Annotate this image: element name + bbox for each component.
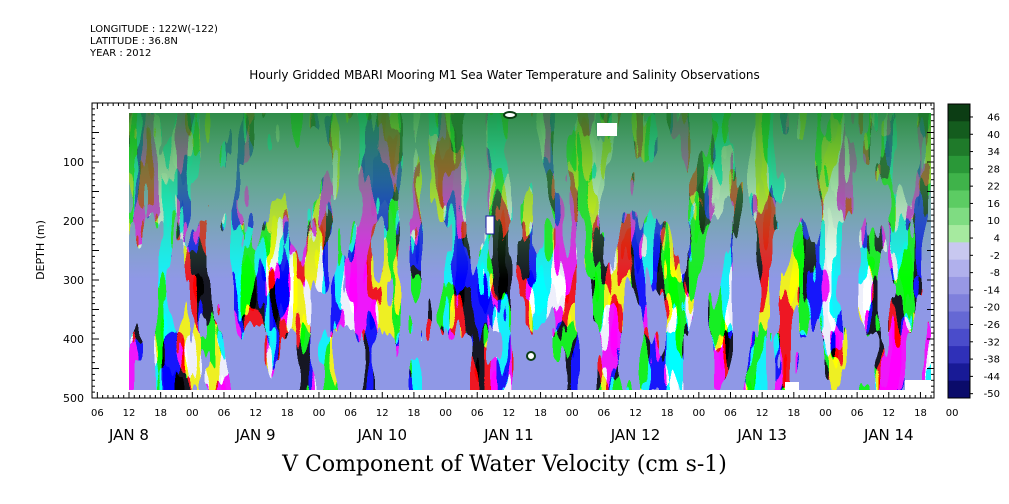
colorbar: 46 40 34 28 22 16 10 4 -2 -8 -14 -20 -26 -32 -38 -44 -50 (947, 103, 1000, 400)
x-tick-label: 00 (313, 408, 326, 419)
longitude-label: LONGITUDE : 122W(-122) (90, 24, 218, 35)
colorbar-swatch (948, 242, 970, 261)
colorbar-swatch (948, 311, 970, 330)
missing-data-patch (785, 382, 799, 390)
colorbar-swatch (948, 328, 970, 347)
colorbar-label: 34 (987, 147, 1000, 158)
colorbar-label: 40 (987, 130, 1000, 141)
x-tick-label: 12 (376, 408, 389, 419)
missing-data-patch (597, 123, 617, 136)
x-tick-label: 06 (471, 408, 484, 419)
colorbar-swatch (948, 276, 970, 295)
chart-title: Hourly Gridded MBARI Mooring M1 Sea Wate… (249, 68, 760, 82)
x-tick-label: 06 (91, 408, 104, 419)
x-tick-label: 12 (756, 408, 769, 419)
x-tick-label: 00 (439, 408, 452, 419)
y-tick-label: 400 (63, 333, 84, 346)
x-tick-label: 12 (249, 408, 262, 419)
colorbar-frame (947, 103, 971, 399)
y-tick-label: 500 (63, 392, 84, 405)
day-label: JAN 11 (483, 426, 534, 444)
x-tick-label: 18 (534, 408, 547, 419)
colorbar-label: 10 (987, 216, 1000, 227)
x-tick-label: 12 (123, 408, 136, 419)
x-tick-label: 06 (724, 408, 737, 419)
colorbar-label: 22 (987, 182, 1000, 193)
colorbar-swatch (948, 346, 970, 364)
x-tick-label: 12 (882, 408, 895, 419)
colorbar-swatch (948, 190, 970, 209)
x-tick-label: 06 (598, 408, 611, 419)
day-label: JAN 9 (235, 426, 276, 444)
y-axis: 100 200 300 400 500 (63, 102, 934, 405)
velocity-field (129, 113, 931, 390)
colorbar-label: -50 (984, 389, 1000, 400)
missing-data-patch (526, 351, 536, 361)
x-tick-label: 06 (218, 408, 231, 419)
colorbar-label: -44 (984, 372, 1000, 383)
x-tick-label: 12 (629, 408, 642, 419)
colorbar-label: -8 (990, 268, 1000, 279)
colorbar-swatch (948, 225, 970, 243)
year-label: YEAR : 2012 (90, 48, 152, 59)
colorbar-swatch (948, 294, 970, 313)
colorbar-swatch (948, 259, 970, 278)
day-label: JAN 8 (108, 426, 149, 444)
x-tick-label: 18 (914, 408, 927, 419)
colorbar-label: -38 (984, 355, 1000, 366)
y-axis-label: DEPTH (m) (34, 220, 47, 280)
colorbar-swatch (948, 207, 970, 226)
missing-data-patch (905, 380, 931, 390)
variable-title: V Component of Water Velocity (cm s-1) (282, 452, 727, 477)
y-tick-label: 100 (63, 156, 84, 169)
colorbar-label: -26 (984, 320, 1000, 331)
x-axis: 06 12 18 00 06 12 18 00 06 12 18 00 06 12 18 00 06 12 18 00… (91, 103, 958, 444)
x-tick-label: 18 (281, 408, 294, 419)
day-label: JAN 12 (610, 426, 661, 444)
day-label: JAN 14 (863, 426, 914, 444)
colorbar-label: 16 (987, 199, 1000, 210)
x-tick-label: 06 (344, 408, 357, 419)
day-label: JAN 10 (357, 426, 408, 444)
colorbar-label: -2 (990, 251, 1000, 262)
colorbar-label: -32 (984, 337, 1000, 348)
velocity-field-surface (129, 113, 931, 390)
x-tick-label: 18 (661, 408, 674, 419)
x-tick-label: 00 (186, 408, 199, 419)
missing-data-patch (485, 215, 495, 235)
x-tick-label: 00 (566, 408, 579, 419)
x-tick-label: 00 (692, 408, 705, 419)
colorbar-label: 28 (987, 164, 1000, 175)
x-tick-label: 00 (819, 408, 832, 419)
colorbar-label: 4 (994, 234, 1000, 245)
plot-area (91, 102, 935, 399)
colorbar-label: -14 (984, 285, 1000, 296)
missing-data-patch (503, 111, 517, 119)
colorbar-swatch (948, 155, 970, 174)
x-tick-label: 12 (503, 408, 516, 419)
y-tick-label: 200 (63, 215, 84, 228)
colorbar-swatch (948, 380, 970, 399)
y-tick-label: 300 (63, 274, 84, 287)
x-tick-label: 18 (787, 408, 800, 419)
colorbar-swatch (948, 363, 970, 382)
x-tick-label: 18 (154, 408, 167, 419)
colorbar-swatch (948, 121, 970, 140)
day-label: JAN 13 (736, 426, 787, 444)
colorbar-swatch (948, 173, 970, 191)
x-tick-label: 00 (946, 408, 959, 419)
colorbar-label: -20 (984, 303, 1000, 314)
latitude-label: LATITUDE : 36.8N (90, 36, 178, 47)
colorbar-label: 46 (987, 112, 1000, 123)
colorbar-swatch (948, 104, 970, 122)
x-tick-label: 06 (851, 408, 864, 419)
x-tick-label: 18 (408, 408, 421, 419)
colorbar-swatch (948, 138, 970, 157)
